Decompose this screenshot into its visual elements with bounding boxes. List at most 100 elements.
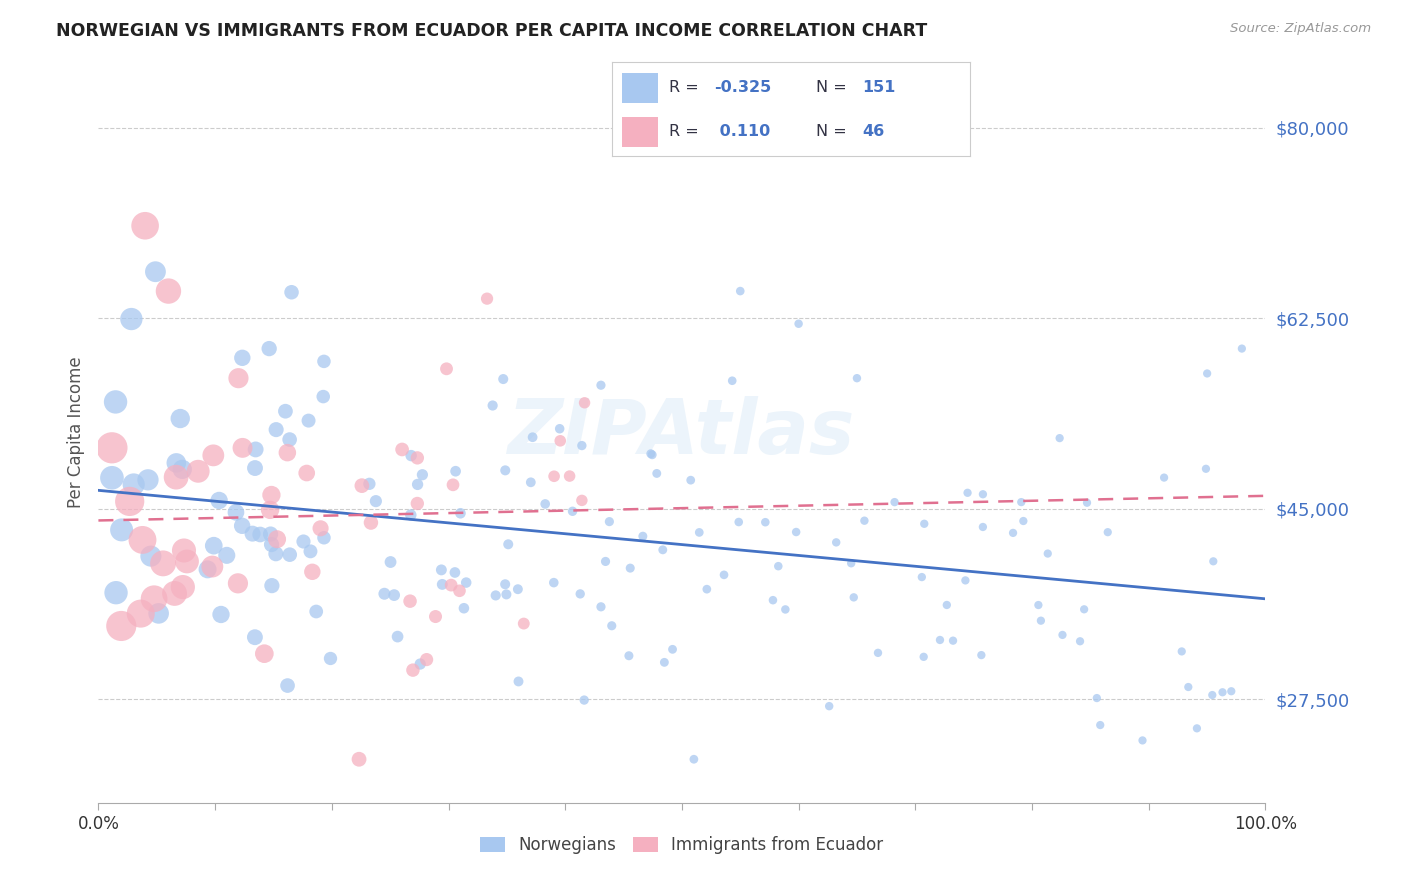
Point <box>495 587 517 601</box>
Point <box>260 488 283 502</box>
Point <box>309 521 332 535</box>
Point <box>360 516 382 530</box>
Y-axis label: Per Capita Income: Per Capita Income <box>66 357 84 508</box>
Point <box>1170 644 1192 658</box>
Point <box>173 543 195 558</box>
Point <box>1073 602 1095 616</box>
Point <box>754 515 776 529</box>
Point <box>440 578 463 592</box>
Point <box>202 449 225 463</box>
Point <box>1076 496 1098 510</box>
Point <box>176 554 198 568</box>
Point <box>228 371 250 385</box>
Point <box>280 285 302 300</box>
Point <box>558 469 581 483</box>
Point <box>110 619 132 633</box>
Point <box>101 441 124 455</box>
Point <box>548 422 571 436</box>
Point <box>574 396 596 410</box>
Point <box>101 471 124 485</box>
Point <box>380 555 402 569</box>
Point <box>721 374 744 388</box>
Point <box>818 699 841 714</box>
Point <box>131 533 153 547</box>
Point <box>409 657 432 671</box>
Point <box>1132 733 1154 747</box>
Point <box>165 456 187 470</box>
Point <box>508 674 530 689</box>
Point <box>842 591 865 605</box>
Point <box>136 473 159 487</box>
Point <box>1029 614 1052 628</box>
Point <box>475 292 498 306</box>
Text: Source: ZipAtlas.com: Source: ZipAtlas.com <box>1230 22 1371 36</box>
Point <box>617 648 640 663</box>
Point <box>444 566 467 580</box>
Point <box>163 586 186 600</box>
Point <box>449 506 471 520</box>
Point <box>935 598 957 612</box>
Text: -0.325: -0.325 <box>714 80 770 95</box>
Point <box>382 588 405 602</box>
Point <box>569 587 592 601</box>
Point <box>432 577 454 591</box>
Point <box>1195 462 1218 476</box>
Text: 0.110: 0.110 <box>714 124 770 139</box>
Point <box>231 441 253 455</box>
Point <box>278 548 301 562</box>
Point <box>1197 367 1219 381</box>
Point <box>679 473 702 487</box>
Point <box>1090 718 1112 732</box>
Point <box>406 496 429 510</box>
Point <box>492 372 515 386</box>
Point <box>543 575 565 590</box>
Text: N =: N = <box>815 80 852 95</box>
Point <box>253 647 276 661</box>
Point <box>866 646 889 660</box>
Point <box>543 469 565 483</box>
Point <box>713 567 735 582</box>
Point <box>259 503 281 517</box>
Point <box>598 515 620 529</box>
Point <box>619 561 641 575</box>
Point <box>319 651 342 665</box>
Point <box>839 556 862 570</box>
Point <box>105 585 128 599</box>
Text: 151: 151 <box>862 80 896 95</box>
Point <box>956 485 979 500</box>
Point <box>387 630 409 644</box>
Point <box>1069 634 1091 648</box>
Point <box>399 449 422 463</box>
Point <box>225 505 247 519</box>
Point <box>110 523 132 537</box>
Point <box>1202 554 1225 568</box>
Point <box>640 447 662 461</box>
Point <box>589 378 612 392</box>
Point <box>187 464 209 478</box>
Point <box>651 542 673 557</box>
Point <box>249 527 271 541</box>
Point <box>494 463 516 477</box>
Point <box>520 475 543 490</box>
Point <box>197 562 219 576</box>
Point <box>506 582 529 597</box>
Point <box>259 527 281 541</box>
Point <box>406 450 429 465</box>
Point <box>305 605 328 619</box>
Point <box>169 411 191 425</box>
Point <box>534 497 557 511</box>
Point <box>1230 342 1253 356</box>
Point <box>257 342 280 356</box>
Point <box>301 565 323 579</box>
Point <box>295 466 318 480</box>
Text: NORWEGIAN VS IMMIGRANTS FROM ECUADOR PER CAPITA INCOME CORRELATION CHART: NORWEGIAN VS IMMIGRANTS FROM ECUADOR PER… <box>56 22 928 40</box>
Point <box>785 524 807 539</box>
Point <box>274 404 297 418</box>
Point <box>589 599 612 614</box>
Point <box>277 679 299 693</box>
Point <box>242 526 264 541</box>
Point <box>548 434 571 448</box>
FancyBboxPatch shape <box>623 117 658 147</box>
Point <box>215 549 238 563</box>
Point <box>436 361 458 376</box>
